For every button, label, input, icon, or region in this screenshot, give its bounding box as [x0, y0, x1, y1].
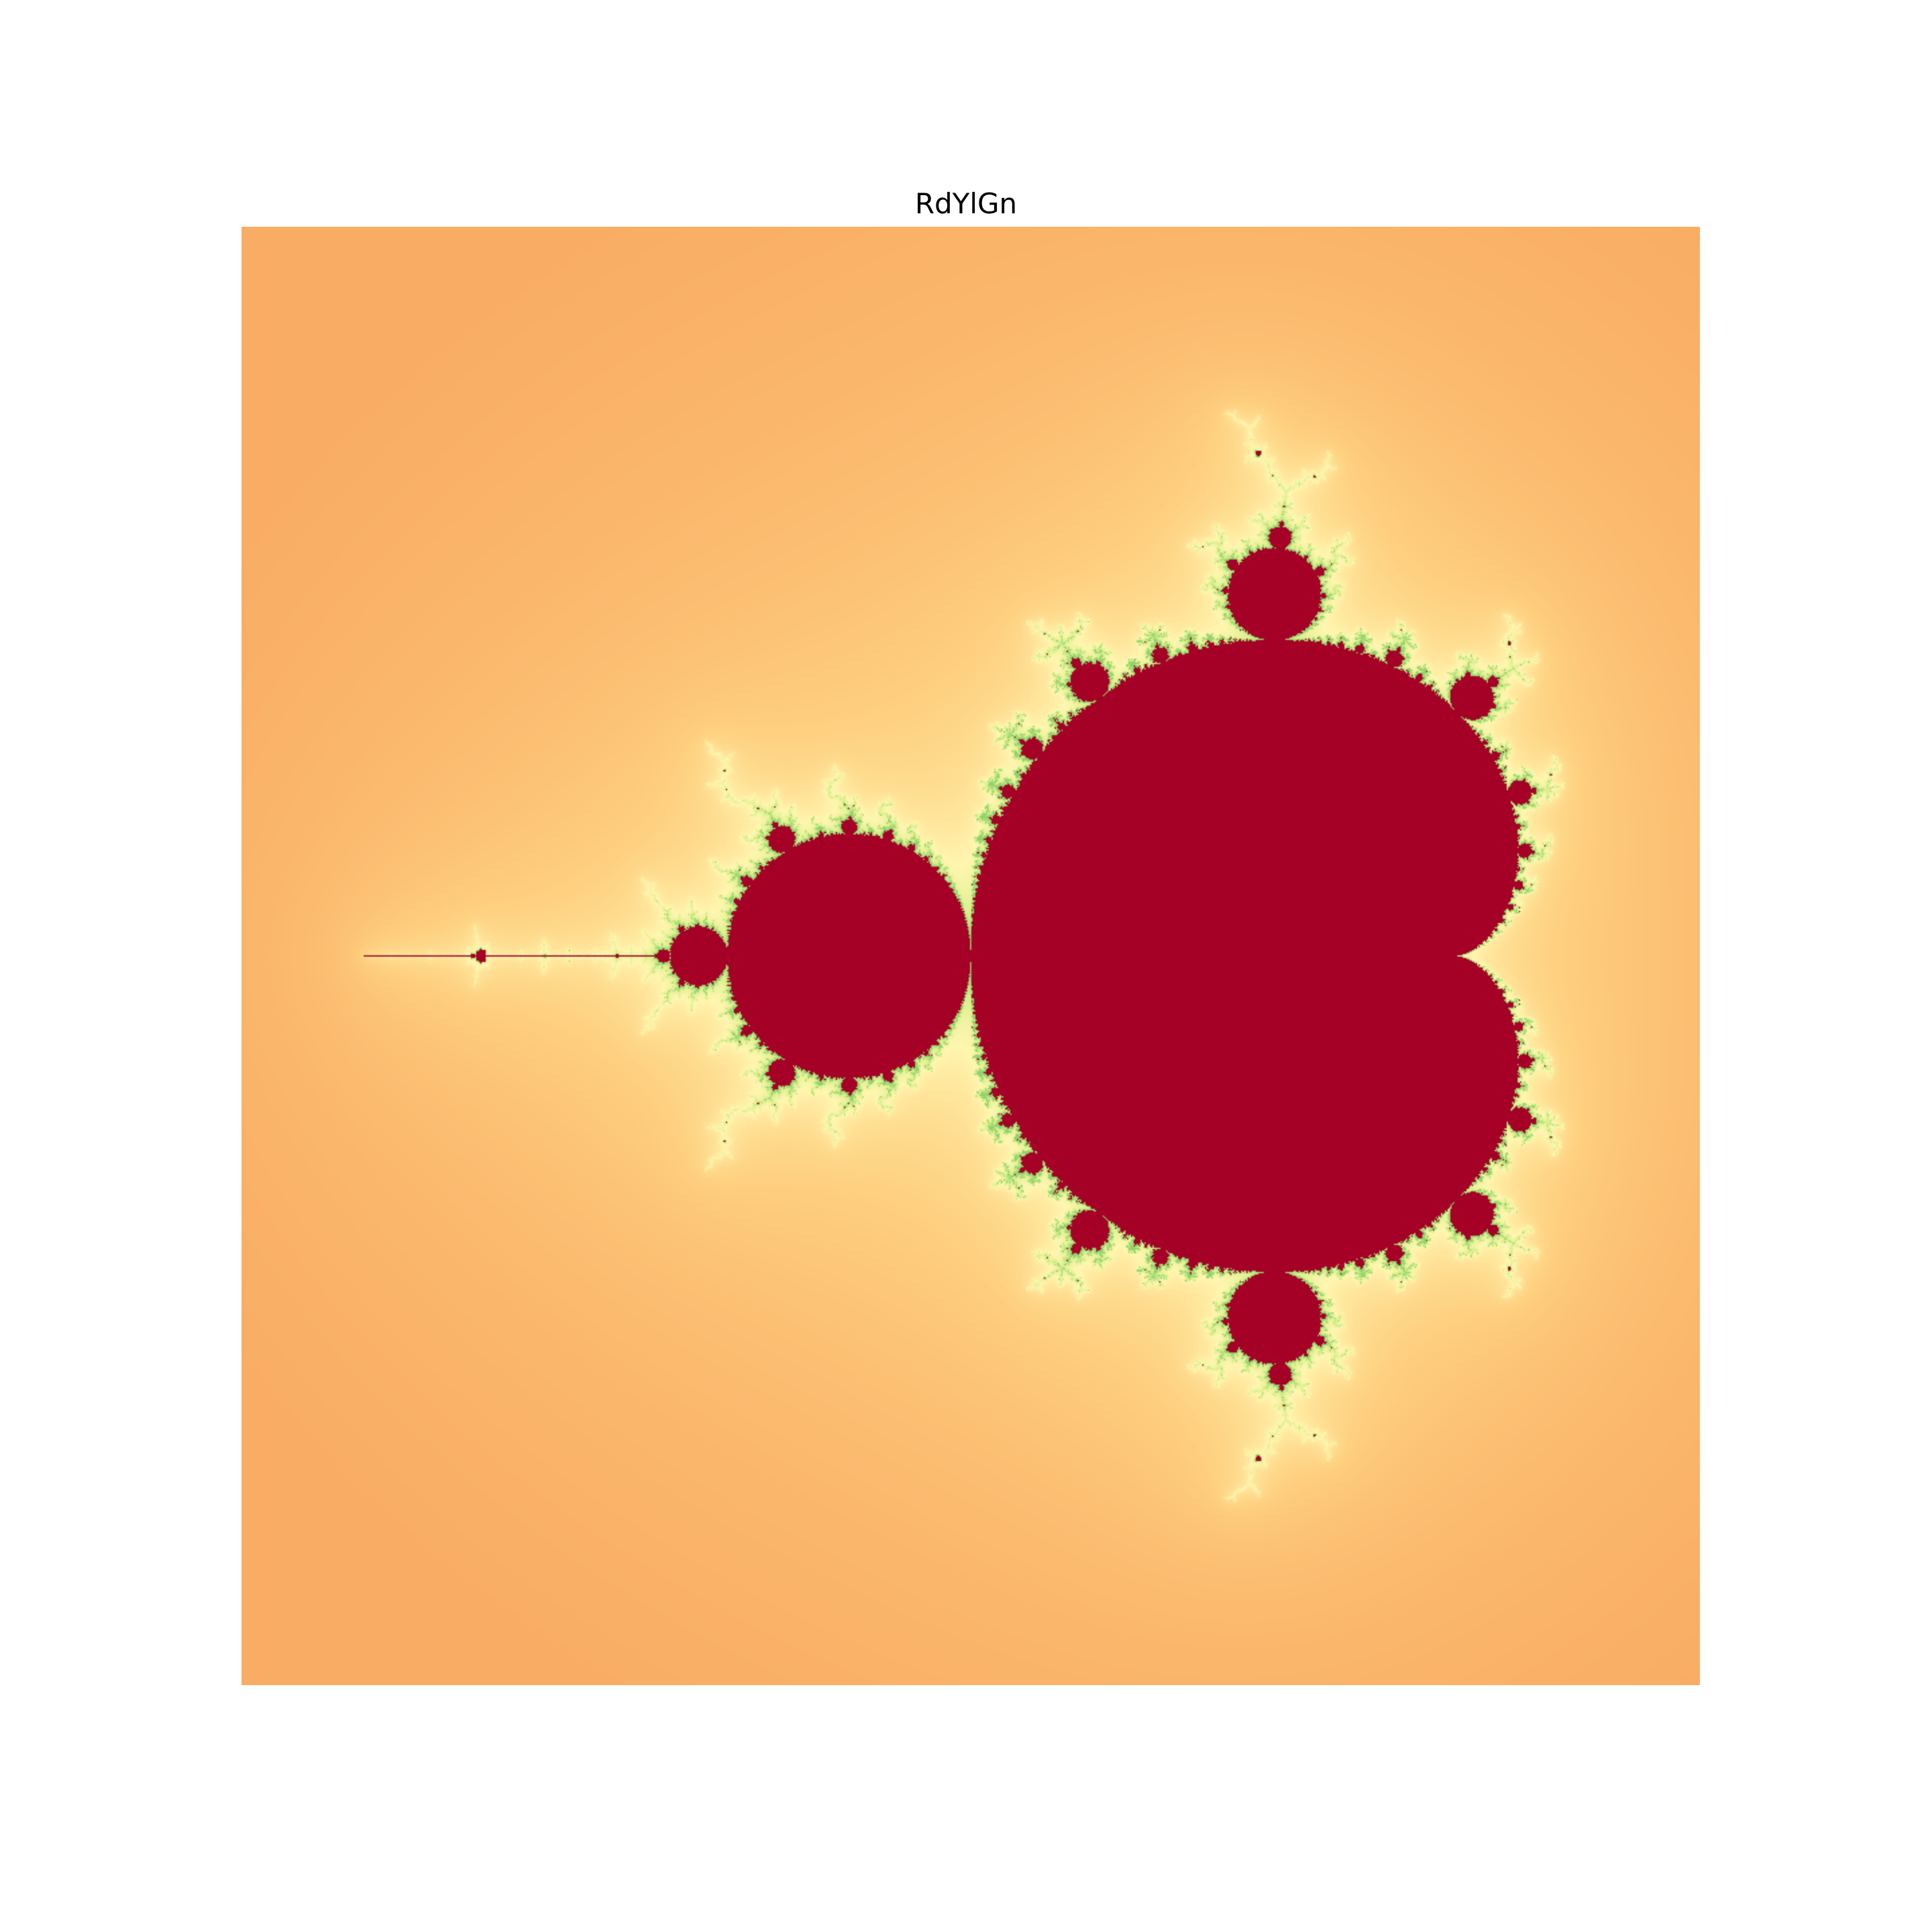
plot-title: RdYlGn — [914, 187, 1018, 220]
mandelbrot-image — [241, 227, 1700, 1685]
